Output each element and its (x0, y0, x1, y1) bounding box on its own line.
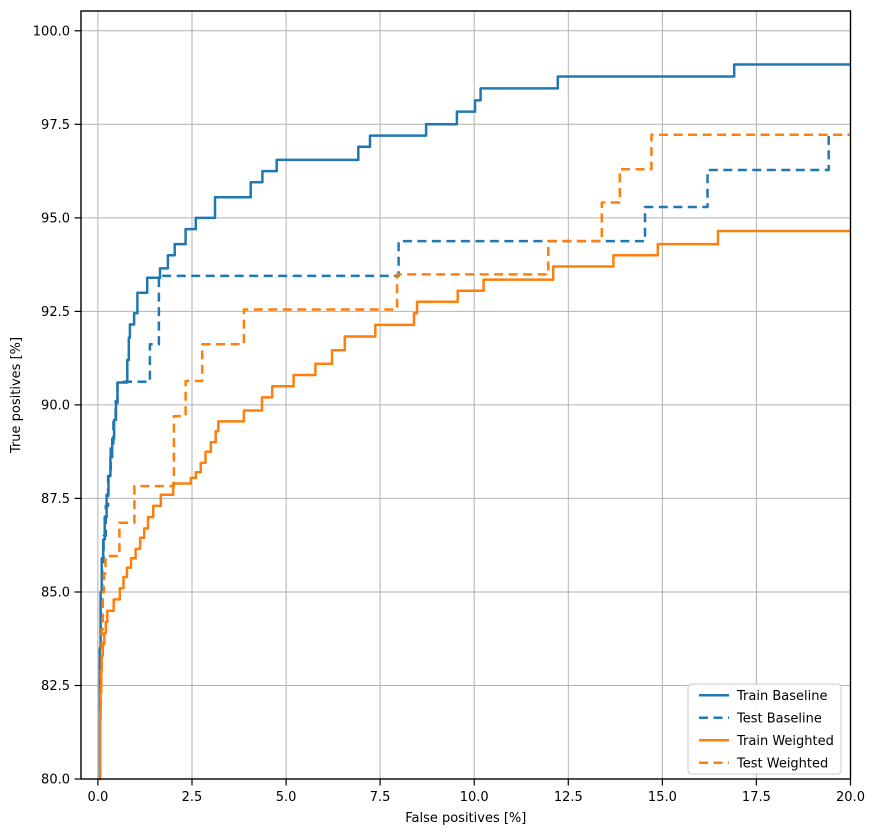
axes-background (81, 11, 851, 779)
x-tick-label: 12.5 (554, 790, 583, 805)
legend-label-train-weighted: Train Weighted (736, 734, 834, 749)
x-axis-label: False positives [%] (405, 811, 526, 826)
series-line-train-baseline (98, 63, 851, 781)
x-tick-label: 17.5 (742, 790, 771, 805)
y-tick-label: 92.5 (41, 305, 70, 320)
series-line-test-baseline (98, 133, 851, 781)
y-tick-label: 95.0 (41, 211, 70, 226)
x-tick-label: 7.5 (370, 790, 391, 805)
y-tick-label: 100.0 (33, 24, 70, 39)
x-tick-label: 20.0 (836, 790, 865, 805)
series-line-train-weighted (98, 229, 851, 781)
tick-marks (74, 30, 852, 786)
y-tick-label: 90.0 (41, 398, 70, 413)
x-tick-label: 10.0 (460, 790, 489, 805)
y-tick-label: 87.5 (41, 492, 70, 507)
axes-spines (80, 10, 852, 780)
y-tick-label: 80.0 (41, 773, 70, 788)
x-tick-label: 5.0 (276, 790, 297, 805)
y-tick-label: 85.0 (41, 586, 70, 601)
y-axis-label: True positives [%] (9, 337, 24, 454)
legend-frame (687, 683, 842, 775)
tick-labels: 0.0 2.5 5.0 7.5 10.0 12.5 15.0 17.5 20.0 80.0 82.5… (33, 24, 865, 805)
x-tick-label: 0.0 (88, 790, 109, 805)
x-tick-label: 15.0 (648, 790, 677, 805)
y-tick-label: 82.5 (41, 679, 70, 694)
legend-label-test-weighted: Test Weighted (736, 756, 828, 771)
legend-label-test-baseline: Test Baseline (736, 711, 822, 726)
legend-label-train-baseline: Train Baseline (736, 689, 827, 704)
y-tick-label: 97.5 (41, 118, 70, 133)
x-tick-label: 2.5 (182, 790, 203, 805)
legend: Train Baseline Test Baseline Train Weighte… (687, 683, 842, 775)
series-line-test-weighted (98, 133, 851, 781)
